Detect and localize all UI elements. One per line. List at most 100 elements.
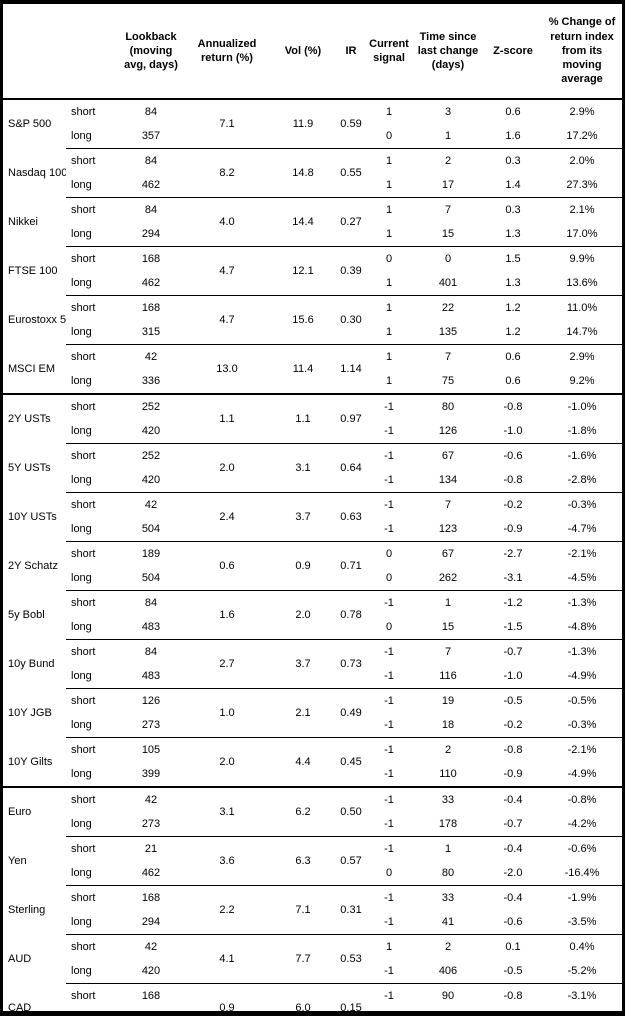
lookback-cell: 42 bbox=[118, 492, 184, 517]
table-row: 5Y USTs short 252 2.0 3.1 0.64 -1 67 -0.6 -1.6% bbox=[3, 443, 622, 493]
days-since-change-cell: 67 bbox=[412, 443, 484, 468]
days-since-change-cell: 15 bbox=[441, 228, 455, 240]
vol-cell: 14.4 bbox=[270, 197, 336, 247]
col-header-zscore: Z-score bbox=[484, 4, 542, 100]
days-since-change-cell: 126 bbox=[438, 425, 458, 437]
lookback-cell: 273 bbox=[141, 818, 161, 830]
zscore-cell: -0.5 bbox=[484, 688, 542, 713]
days-since-change-cell: 67 bbox=[412, 541, 484, 566]
lookback-cell: 336 bbox=[141, 375, 161, 387]
header-row: Lookback (moving avg, days) Annualized r… bbox=[3, 4, 622, 100]
zscore-cell: 0.6 bbox=[505, 375, 521, 387]
table-row: FTSE 100 short 168 4.7 12.1 0.39 0 0 1.5 9.9% bbox=[3, 246, 622, 296]
asset-name-cell: Eurostoxx 50 bbox=[8, 314, 66, 326]
ir-cell: 0.64 bbox=[336, 443, 366, 493]
ir-cell: 0.49 bbox=[336, 688, 366, 738]
zscore-cell: -0.6 bbox=[484, 443, 542, 468]
pct-change-cell: -0.8% bbox=[542, 786, 622, 812]
lookback-cell: 399 bbox=[141, 768, 161, 780]
horizon-cell: short bbox=[66, 786, 118, 812]
horizon-cell: short bbox=[66, 590, 118, 615]
lookback-cell: 21 bbox=[118, 836, 184, 861]
asset-name-cell: 10Y USTs bbox=[8, 511, 57, 523]
signal-cell: -1 bbox=[366, 688, 412, 713]
days-since-change-cell: 116 bbox=[439, 670, 457, 682]
lookback-cell: 42 bbox=[118, 934, 184, 959]
table-row: 10y Bund short 84 2.7 3.7 0.73 -1 7 -0.7 -1.3% bbox=[3, 639, 622, 689]
lookback-cell: 168 bbox=[118, 885, 184, 910]
col-header-vol: Vol (%) bbox=[270, 4, 336, 100]
zscore-cell: 0.3 bbox=[484, 148, 542, 173]
pct-change-cell: -5.2% bbox=[567, 965, 597, 977]
col-header-lookback: Lookback (moving avg, days) bbox=[118, 4, 184, 100]
ir-cell: 0.15 bbox=[336, 983, 366, 1011]
table-row: long 462 1 401 1.3 13.6% bbox=[3, 271, 622, 296]
annualized-return-cell: 0.9 bbox=[184, 983, 270, 1011]
signal-cell: 1 bbox=[385, 277, 393, 289]
signal-cell: -1 bbox=[366, 836, 412, 861]
pct-change-cell: -2.1% bbox=[542, 541, 622, 566]
horizon-cell: short bbox=[66, 885, 118, 910]
ir-cell: 1.14 bbox=[336, 344, 366, 394]
signal-cell: 1 bbox=[385, 375, 393, 387]
table-row: 5y Bobl short 84 1.6 2.0 0.78 -1 1 -1.2 -1.3% bbox=[3, 590, 622, 640]
days-since-change-cell: 80 bbox=[441, 867, 455, 879]
zscore-cell: -1.0 bbox=[503, 670, 523, 682]
lookback-cell: 483 bbox=[141, 621, 161, 633]
horizon-cell: long bbox=[71, 130, 92, 142]
horizon-cell: long bbox=[71, 326, 92, 338]
vol-cell: 3.7 bbox=[270, 492, 336, 542]
vol-cell: 3.1 bbox=[270, 443, 336, 493]
signal-cell: -1 bbox=[366, 737, 412, 762]
days-since-change-cell: 90 bbox=[412, 983, 484, 1008]
zscore-cell: -1.0 bbox=[503, 425, 523, 437]
lookback-cell: 273 bbox=[141, 719, 161, 731]
signal-cell: -1 bbox=[366, 492, 412, 517]
days-since-change-cell: 18 bbox=[441, 719, 455, 731]
table-row: long 399 -1 110 -0.9 -4.9% bbox=[3, 762, 622, 787]
ir-cell: 0.30 bbox=[336, 295, 366, 345]
horizon-cell: short bbox=[66, 393, 118, 419]
table-row: long 504 0 262 -3.1 -4.5% bbox=[3, 566, 622, 591]
table-row: long 357 0 1 1.6 17.2% bbox=[3, 124, 622, 149]
ir-cell: 0.50 bbox=[336, 786, 366, 837]
ir-cell: 0.71 bbox=[336, 541, 366, 591]
annualized-return-cell: 4.1 bbox=[184, 934, 270, 984]
vol-cell: 6.3 bbox=[270, 836, 336, 886]
zscore-cell: -0.2 bbox=[503, 719, 523, 731]
table-row: AUD short 42 4.1 7.7 0.53 1 2 0.1 0.4% bbox=[3, 934, 622, 984]
horizon-cell: short bbox=[66, 98, 118, 124]
horizon-cell: long bbox=[71, 621, 92, 633]
asset-name-cell: Nikkei bbox=[8, 216, 38, 228]
days-since-change-cell: 110 bbox=[439, 768, 457, 780]
days-since-change-cell: 3 bbox=[412, 98, 484, 124]
horizon-cell: short bbox=[66, 639, 118, 664]
ir-cell: 0.45 bbox=[336, 737, 366, 787]
signal-cell: 0 bbox=[385, 572, 393, 584]
days-since-change-cell: 1 bbox=[412, 836, 484, 861]
horizon-cell: short bbox=[66, 983, 118, 1008]
ir-cell: 0.27 bbox=[336, 197, 366, 247]
table-row: Nasdaq 100 short 84 8.2 14.8 0.55 1 2 0.3 2.0% bbox=[3, 148, 622, 198]
lookback-cell: 357 bbox=[141, 130, 161, 142]
signal-cell: 0 bbox=[366, 541, 412, 566]
table-body: S&P 500 short 84 7.1 11.9 0.59 1 3 0.6 2.9% long 35… bbox=[3, 98, 622, 1011]
lookback-cell: 252 bbox=[118, 393, 184, 419]
pct-change-cell: -3.1% bbox=[542, 983, 622, 1008]
col-header-horizon bbox=[66, 4, 118, 100]
horizon-cell: long bbox=[71, 719, 92, 731]
pct-change-cell: 13.6% bbox=[566, 277, 598, 289]
table-header: Lookback (moving avg, days) Annualized r… bbox=[3, 4, 622, 100]
horizon-cell: short bbox=[66, 492, 118, 517]
horizon-cell: short bbox=[66, 295, 118, 320]
pct-change-cell: -2.8% bbox=[567, 474, 597, 486]
days-since-change-cell: 123 bbox=[438, 523, 458, 535]
table-row: long 273 -1 18 -0.2 -0.3% bbox=[3, 713, 622, 738]
ir-cell: 0.78 bbox=[336, 590, 366, 640]
annualized-return-cell: 2.7 bbox=[184, 639, 270, 689]
days-since-change-cell: 75 bbox=[441, 375, 455, 387]
pct-change-cell: -16.4% bbox=[564, 867, 600, 879]
pct-change-cell: -4.2% bbox=[567, 818, 597, 830]
signal-cell: -1 bbox=[384, 916, 394, 928]
zscore-cell: -3.1 bbox=[503, 572, 523, 584]
